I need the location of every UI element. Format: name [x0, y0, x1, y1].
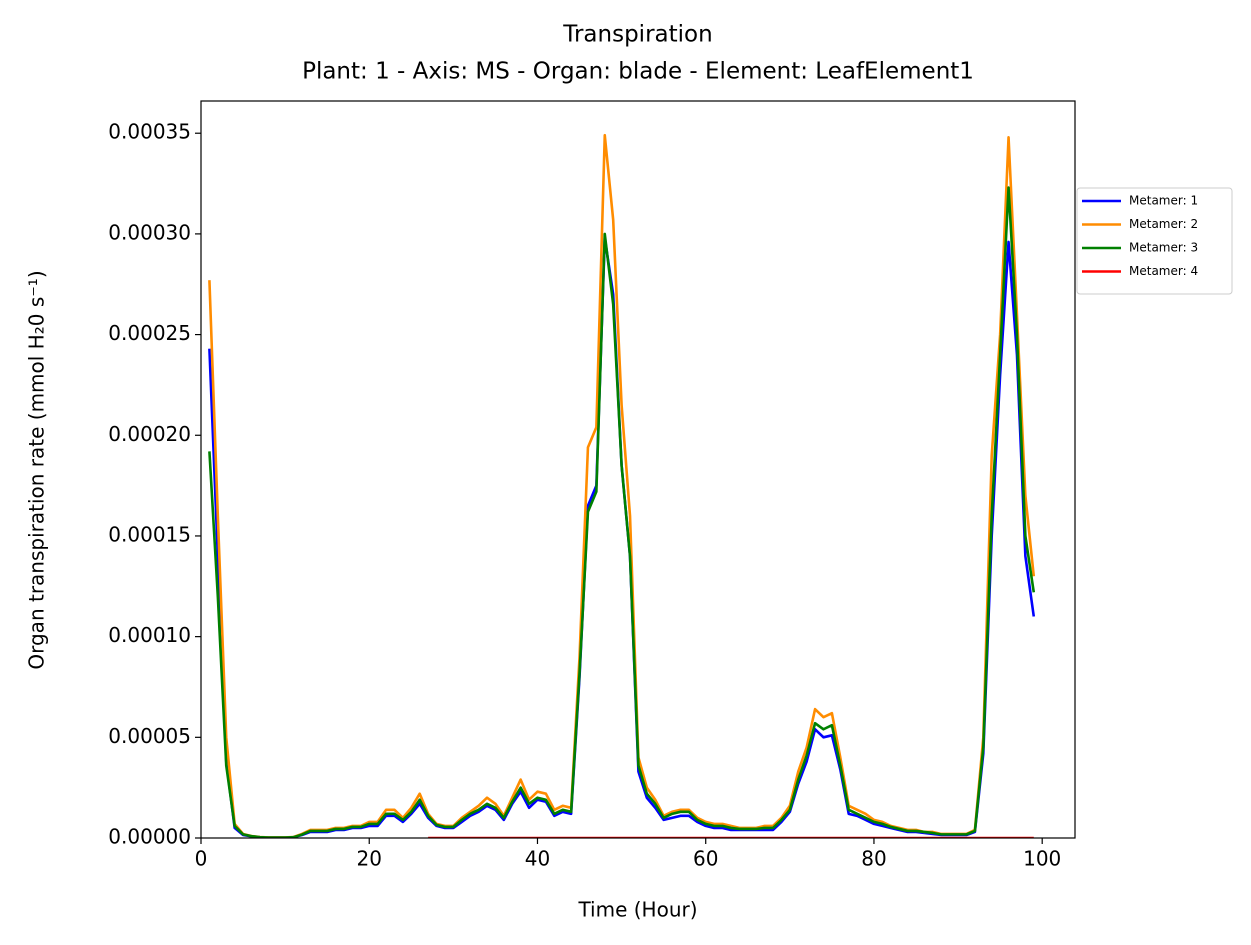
- y-tick-label: 0.00035: [108, 120, 191, 144]
- x-tick-label: 40: [525, 847, 550, 871]
- y-tick-label: 0.00025: [108, 321, 191, 345]
- chart-subtitle: Plant: 1 - Axis: MS - Organ: blade - Ele…: [302, 59, 974, 85]
- chart-title: Transpiration: [562, 22, 712, 48]
- series-line: [208, 186, 1036, 838]
- y-tick-label: 0.00020: [108, 422, 191, 446]
- x-tick-label: 0: [195, 847, 208, 871]
- x-tick-label: 20: [357, 847, 382, 871]
- y-tick-label: 0.00030: [108, 220, 191, 244]
- y-tick-label: 0.00010: [108, 623, 191, 647]
- y-axis-label: Organ transpiration rate (mmol H₂0 s⁻¹): [25, 270, 49, 669]
- y-tick-label: 0.00000: [108, 825, 191, 849]
- y-tick-label: 0.00015: [108, 522, 191, 546]
- x-tick-label: 100: [1023, 847, 1061, 871]
- legend-label: Metamer: 3: [1129, 241, 1198, 255]
- x-tick-label: 80: [861, 847, 886, 871]
- legend-label: Metamer: 1: [1129, 194, 1198, 208]
- x-axis-label: Time (Hour): [577, 898, 697, 922]
- x-tick-label: 60: [693, 847, 718, 871]
- y-tick-label: 0.00005: [108, 724, 191, 748]
- legend-label: Metamer: 4: [1129, 264, 1198, 278]
- legend-box: [1076, 187, 1233, 295]
- plot-frame: [200, 100, 1076, 839]
- legend-label: Metamer: 2: [1129, 217, 1198, 231]
- legend: Metamer: 1 Metamer: 2 Metamer: 3 Metamer: 4: [1076, 187, 1233, 295]
